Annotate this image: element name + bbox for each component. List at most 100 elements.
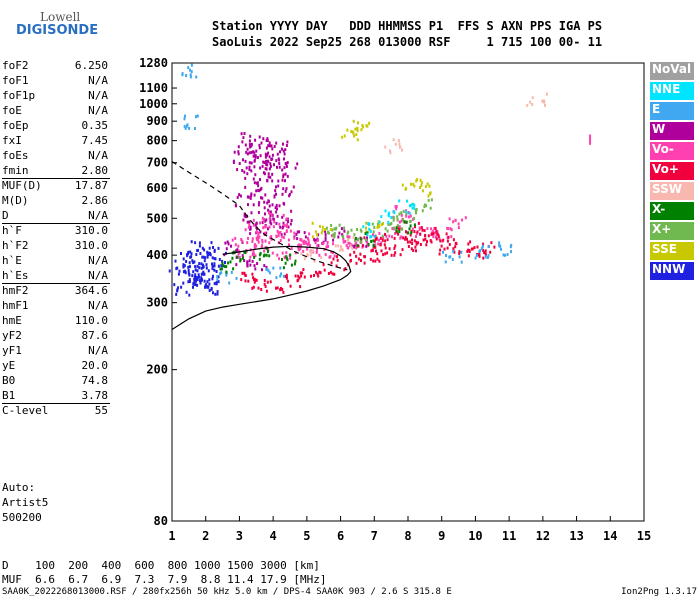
echo-point: [263, 282, 266, 286]
echo-point: [319, 271, 322, 275]
echo-point: [476, 253, 479, 257]
echo-point: [348, 242, 351, 245]
echo-point: [288, 192, 291, 196]
echo-point: [391, 235, 393, 239]
echo-point: [368, 222, 371, 226]
echo-point: [347, 246, 350, 250]
param-value: 7.45: [81, 134, 109, 147]
param-label: hmF1: [2, 299, 29, 312]
x-tick-label: 5: [303, 529, 310, 543]
echo-point: [271, 203, 274, 207]
echo-point: [212, 274, 214, 278]
echo-point: [401, 248, 404, 252]
echo-point: [250, 150, 253, 154]
echo-point: [199, 252, 202, 255]
echo-point: [208, 278, 211, 282]
echo-point: [307, 238, 310, 242]
echo-point: [252, 154, 255, 158]
echo-point: [420, 181, 423, 185]
param-row-he: h`E N/A: [2, 253, 108, 268]
echo-point: [275, 141, 278, 145]
echo-point: [393, 236, 396, 240]
echo-point: [250, 144, 253, 148]
echo-point: [286, 279, 289, 283]
echo-point: [366, 231, 369, 235]
echo-point: [188, 273, 191, 276]
echo-point: [411, 206, 414, 210]
echo-point: [330, 224, 333, 227]
echo-point: [272, 266, 275, 270]
echo-point: [406, 237, 408, 241]
echo-point: [333, 234, 336, 238]
echo-point: [480, 246, 483, 250]
echo-point: [329, 228, 332, 231]
param-row-hf: h`F 310.0: [2, 223, 110, 238]
logo-digisonde: DIGISONDE: [16, 23, 99, 38]
echo-point: [357, 237, 359, 241]
echo-point: [182, 263, 185, 267]
echo-point: [405, 212, 408, 216]
echo-point: [303, 231, 306, 235]
echo-point: [411, 242, 414, 245]
echo-point: [373, 235, 376, 238]
echo-point: [194, 278, 197, 282]
echo-point: [297, 274, 300, 278]
echo-point: [349, 259, 352, 263]
echo-point: [316, 244, 319, 248]
echo-point: [389, 222, 392, 226]
echo-point: [265, 159, 267, 163]
echo-point: [355, 133, 358, 137]
x-tick-label: 8: [404, 529, 411, 543]
echo-point: [302, 268, 305, 271]
echo-point: [273, 220, 276, 224]
echo-point: [234, 243, 237, 247]
echo-point: [280, 235, 283, 239]
y-tick-label: 700: [146, 156, 168, 170]
echo-point: [262, 171, 265, 175]
echo-point: [207, 285, 210, 289]
echo-point: [274, 206, 277, 210]
echo-point: [273, 194, 276, 198]
echo-point: [440, 244, 443, 248]
echo-point: [362, 225, 365, 229]
echo-point: [265, 253, 268, 257]
echo-point: [217, 264, 220, 268]
echo-point: [271, 172, 274, 176]
y-tick-label: 200: [146, 363, 168, 377]
echo-point: [204, 284, 207, 288]
echo-point: [420, 226, 423, 230]
echo-point: [242, 218, 245, 222]
echo-point: [269, 280, 272, 284]
echo-point: [284, 162, 287, 166]
x-tick-label: 1: [168, 529, 175, 543]
echo-point: [329, 270, 332, 274]
echo-point: [205, 266, 208, 270]
echo-point: [174, 259, 177, 263]
echo-point: [458, 250, 461, 254]
echo-point: [389, 149, 391, 153]
echo-point: [365, 244, 368, 248]
echo-point: [450, 235, 453, 239]
echo-point: [315, 270, 317, 274]
echo-point: [422, 238, 425, 242]
echo-point: [194, 265, 197, 269]
echo-point: [398, 230, 401, 234]
echo-point: [247, 225, 250, 229]
echo-point: [184, 126, 187, 130]
y-tick-label: 900: [146, 114, 168, 128]
echo-point: [210, 241, 213, 245]
echo-point: [303, 275, 306, 279]
echo-point: [177, 272, 180, 276]
echo-point: [410, 182, 412, 186]
echo-point: [230, 244, 232, 248]
echo-point: [285, 251, 288, 255]
echo-point: [405, 220, 408, 224]
echo-point: [286, 140, 289, 144]
echo-point: [270, 212, 273, 216]
echo-point: [244, 251, 247, 255]
echo-point: [188, 278, 191, 282]
x-tick-label: 9: [438, 529, 445, 543]
echo-point: [356, 228, 358, 231]
echo-point: [193, 281, 196, 284]
echo-point: [324, 253, 327, 257]
